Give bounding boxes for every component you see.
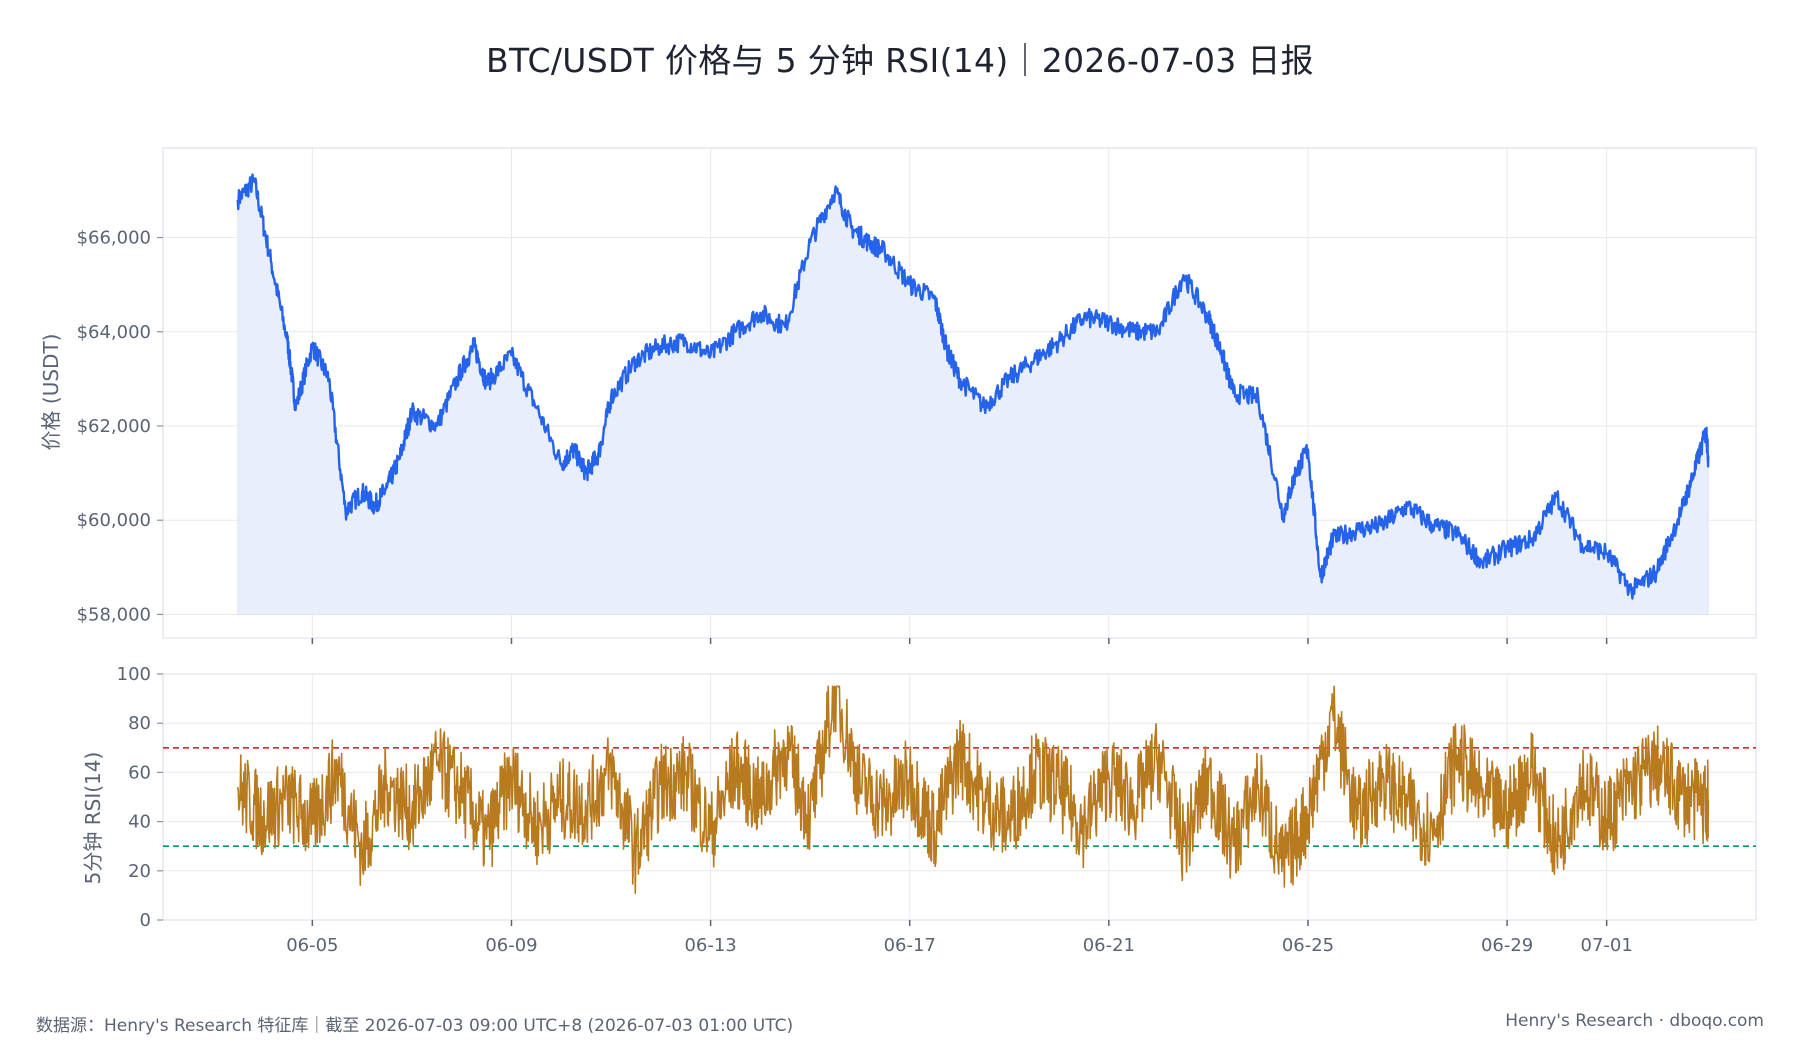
- price-y-tick-label: $64,000: [77, 322, 151, 343]
- x-tick-label: 06-13: [684, 935, 736, 956]
- rsi-y-tick-label: 40: [128, 812, 151, 833]
- data-source-note: 数据源：Henry's Research 特征库｜截至 2026-07-03 0…: [36, 1011, 793, 1036]
- price-y-tick-label: $58,000: [77, 604, 151, 625]
- price-y-tick-label: $66,000: [77, 228, 151, 249]
- rsi-y-tick-label: 0: [140, 910, 151, 931]
- price-y-tick-label: $62,000: [77, 416, 151, 437]
- brand-credit: Henry's Research · dboqo.com: [1505, 1011, 1764, 1031]
- x-tick-label: 07-01: [1581, 935, 1633, 956]
- rsi-y-axis-label: 5分钟 RSI(14): [81, 752, 105, 885]
- rsi-y-tick-label: 20: [128, 861, 151, 882]
- x-tick-label: 06-09: [485, 935, 537, 956]
- x-tick-label: 06-17: [884, 935, 936, 956]
- x-tick-label: 06-05: [286, 935, 338, 956]
- rsi-y-tick-label: 80: [128, 713, 151, 734]
- x-tick-label: 06-29: [1481, 935, 1533, 956]
- price-y-tick-label: $60,000: [77, 510, 151, 531]
- price-y-axis-label: 价格 (USDT): [39, 334, 63, 451]
- x-tick-label: 06-25: [1282, 935, 1334, 956]
- rsi-y-tick-label: 100: [117, 664, 151, 685]
- x-tick-label: 06-21: [1083, 935, 1135, 956]
- rsi-y-tick-label: 60: [128, 762, 151, 783]
